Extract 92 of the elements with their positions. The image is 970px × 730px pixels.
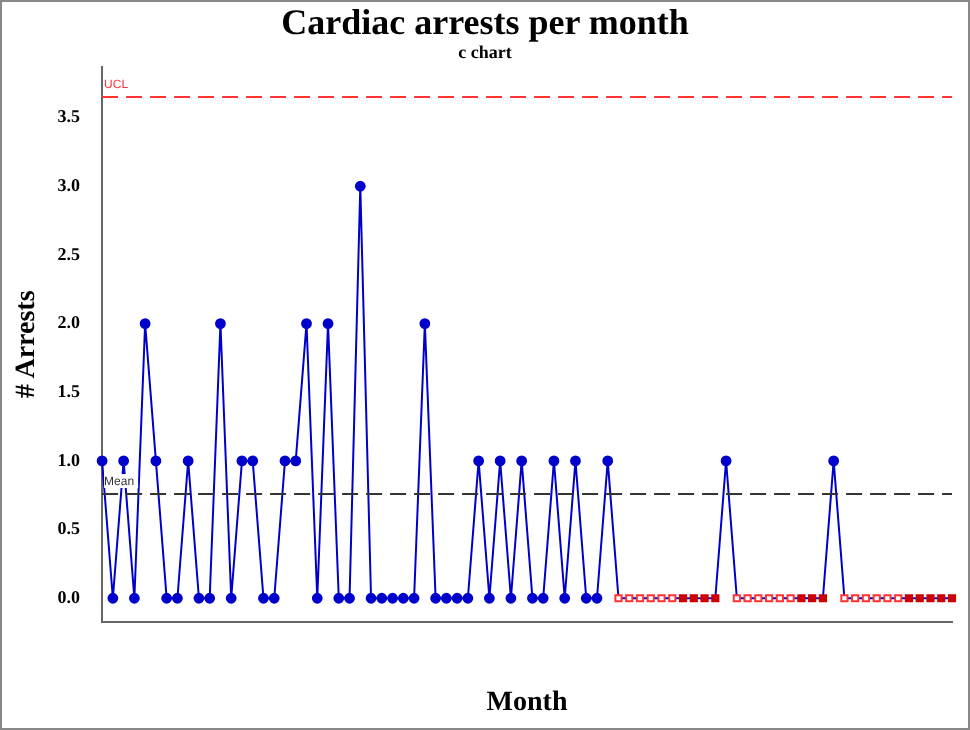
point — [797, 594, 806, 603]
point — [451, 592, 463, 604]
point — [150, 455, 162, 467]
point — [527, 592, 538, 604]
y-tick-label: 3.0 — [57, 174, 82, 195]
point — [861, 594, 871, 603]
y-axis-title: # Arrests — [12, 289, 43, 398]
point — [625, 594, 634, 603]
point — [268, 592, 280, 604]
point — [894, 594, 903, 603]
point — [376, 592, 388, 604]
y-tick-label: 2.0 — [57, 312, 82, 333]
point — [591, 592, 603, 604]
point — [333, 592, 345, 604]
point — [365, 592, 377, 604]
point — [700, 594, 709, 603]
point — [139, 318, 151, 329]
point — [193, 592, 205, 604]
point — [505, 592, 517, 604]
point — [408, 592, 420, 604]
point — [808, 594, 817, 603]
point — [711, 594, 720, 603]
point — [678, 594, 688, 603]
y-tick-label: 0.0 — [57, 586, 82, 607]
point — [301, 318, 312, 329]
chart-title: Cardiac arrests per month — [279, 2, 691, 44]
point — [236, 455, 248, 467]
point — [128, 592, 140, 604]
point — [440, 592, 452, 604]
point — [537, 592, 549, 604]
point — [559, 592, 571, 604]
point — [775, 594, 784, 603]
point — [215, 318, 226, 329]
point — [947, 594, 957, 603]
point — [311, 592, 323, 604]
point — [732, 594, 741, 603]
point — [765, 594, 774, 603]
point — [818, 594, 828, 603]
point — [851, 594, 860, 603]
point — [926, 594, 935, 603]
point — [397, 592, 409, 604]
y-tick-label: 1.5 — [57, 380, 82, 401]
chart-subtitle: c chart — [456, 42, 514, 62]
point — [172, 592, 183, 604]
point — [689, 594, 698, 603]
point — [915, 594, 924, 603]
point — [743, 594, 752, 603]
point — [225, 592, 237, 604]
point — [96, 455, 108, 467]
y-tick-label: 3.5 — [57, 106, 82, 127]
point — [937, 594, 946, 603]
point — [462, 592, 474, 604]
point — [657, 594, 666, 603]
point — [635, 594, 645, 603]
x-axis-title: Month — [486, 688, 568, 719]
point — [387, 592, 398, 604]
point — [204, 592, 216, 604]
point — [107, 592, 119, 604]
point — [570, 455, 581, 467]
point — [668, 594, 677, 603]
point — [646, 594, 655, 603]
point — [548, 455, 560, 467]
point — [419, 318, 431, 329]
point — [322, 318, 334, 329]
y-tick-label: 0.5 — [57, 518, 82, 539]
point — [473, 455, 485, 467]
point — [161, 592, 173, 604]
point — [786, 594, 795, 603]
point — [279, 455, 291, 467]
point — [430, 592, 442, 604]
point — [182, 455, 194, 467]
point — [494, 455, 506, 467]
y-tick-label: 2.5 — [57, 243, 82, 264]
point — [720, 455, 732, 467]
point — [828, 455, 840, 467]
point — [602, 455, 614, 467]
point — [904, 594, 914, 603]
point — [883, 594, 892, 603]
point — [872, 594, 881, 603]
point — [516, 455, 528, 467]
y-tick-label: 1.0 — [57, 449, 82, 470]
point — [247, 455, 259, 467]
point — [258, 592, 269, 604]
point — [344, 592, 355, 604]
point — [580, 592, 592, 604]
point — [354, 180, 366, 192]
point — [290, 455, 302, 467]
point — [840, 594, 849, 603]
point — [484, 592, 495, 604]
point — [614, 594, 623, 603]
point — [754, 594, 763, 603]
point — [118, 455, 130, 467]
